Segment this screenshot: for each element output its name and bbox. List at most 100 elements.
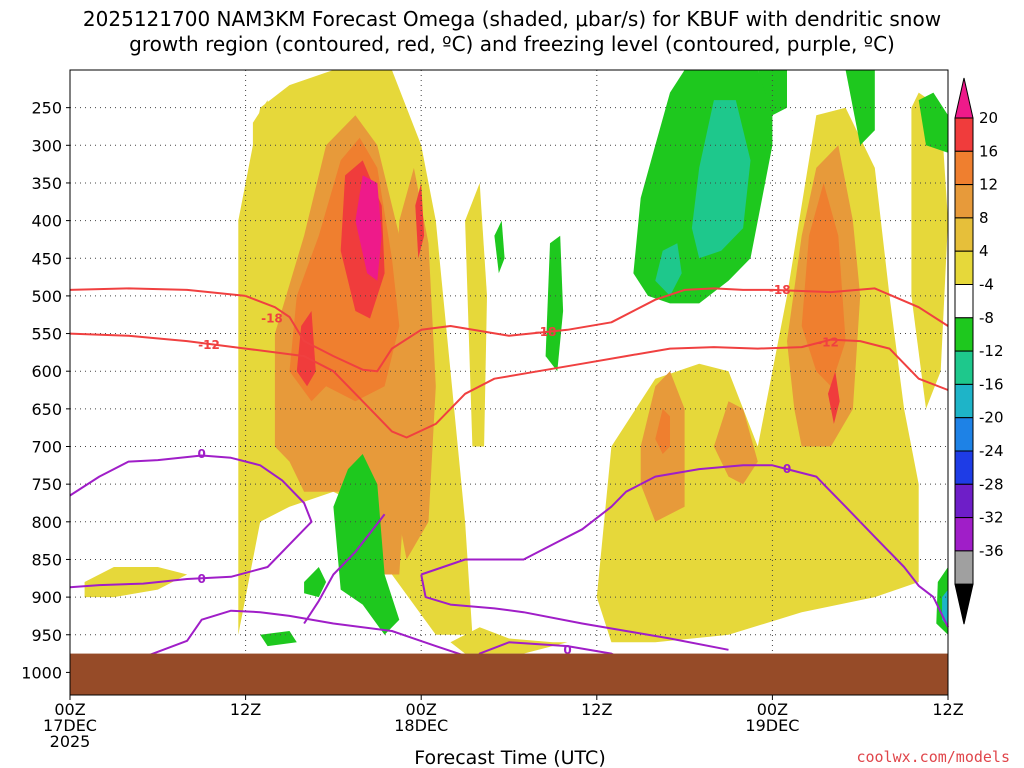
freezing-contour-label: 0: [563, 643, 571, 657]
omega-shade-region-5: [84, 567, 188, 598]
omega-shade-region-1: [252, 100, 272, 183]
colorbar-label: -28: [979, 475, 1004, 493]
colorbar-label: -4: [979, 276, 994, 294]
ground-surface: [70, 653, 948, 695]
y-tick-label-400: 400: [31, 212, 62, 231]
y-tick-label-250: 250: [31, 99, 62, 118]
colorbar-label: 12: [979, 176, 998, 194]
colorbar-bin-7: [954, 350, 974, 385]
x-tick-label-0: 00Z 17DEC 2025: [43, 700, 97, 751]
freezing-contour-4: [420, 574, 729, 651]
omega-shade-region-19: [355, 175, 382, 281]
freezing-contour-0: [69, 454, 313, 589]
x-tick-line: 12Z: [230, 700, 261, 719]
colorbar-bin-11: [954, 483, 974, 519]
omega-shade-region-18: [828, 371, 840, 424]
omega-shade-region-31: [655, 243, 682, 296]
omega-shade-region-25: [494, 220, 505, 274]
y-tick-label-850: 850: [31, 550, 62, 569]
y-tick-label-550: 550: [31, 325, 62, 344]
omega-shade-region-28: [260, 631, 297, 647]
y-tick-label-300: 300: [31, 136, 62, 155]
dgz-contour-label: -18: [261, 311, 283, 325]
omega-shade-region-13: [655, 408, 670, 454]
dgz-contour-1: [69, 332, 949, 439]
freezing-contour-label: 0: [198, 572, 206, 586]
x-tick-label-48: 00Z 19DEC: [745, 700, 799, 735]
colorbar-bin-12: [954, 517, 974, 552]
colorbar-bin-4: [954, 250, 974, 285]
plot-frame: [69, 69, 949, 696]
y-tick-label-600: 600: [31, 362, 62, 381]
chart-title-line-1: 2025121700 NAM3KM Forecast Omega (shaded…: [83, 7, 941, 31]
colorbar-label: 4: [979, 242, 989, 260]
colorbar-bin-6: [954, 317, 974, 352]
y-tick-label-1000: 1000: [21, 663, 62, 682]
omega-shade-region-6: [911, 92, 948, 409]
y-tick-label-950: 950: [31, 626, 62, 645]
y-tick-label-450: 450: [31, 249, 62, 268]
omega-shade-region-26: [333, 454, 400, 635]
colorbar-bin-1: [954, 150, 974, 186]
dgz-contour-label: -12: [817, 336, 839, 350]
freezing-contour-label: 0: [198, 447, 206, 461]
colorbar-bin-10: [954, 450, 974, 485]
colorbar-bin-3: [954, 217, 974, 252]
x-tick-line: 00Z: [54, 700, 85, 719]
x-tick-line: 17DEC: [43, 716, 97, 735]
colorbar-label: -8: [979, 309, 994, 327]
omega-shade-region-10: [713, 401, 758, 485]
freezing-contour-1: [142, 609, 627, 666]
freezing-contour-2: [420, 464, 949, 628]
omega-shade-region-17: [415, 183, 425, 259]
omega-shade-region-24: [545, 235, 564, 372]
dgz-contour-0: [69, 287, 949, 373]
y-tick-label-650: 650: [31, 400, 62, 419]
y-tick-label-800: 800: [31, 513, 62, 532]
x-tick-line: 18DEC: [394, 716, 448, 735]
chart-title-line-2: growth region (contoured, red, ºC) and f…: [129, 32, 895, 56]
omega-shade-region-2: [465, 183, 487, 447]
colorbar-bin-8: [954, 383, 974, 419]
y-tick-label-700: 700: [31, 438, 62, 457]
colorbar-bin-5: [954, 284, 974, 319]
colorbar-bin-13: [954, 550, 974, 585]
x-tick-label-60: 12Z: [932, 700, 963, 719]
omega-shade-region-4: [450, 627, 568, 654]
colorbar-label: -16: [979, 375, 1004, 393]
y-tick-label-900: 900: [31, 588, 62, 607]
colorbar-label: -12: [979, 342, 1004, 360]
y-tick-label-750: 750: [31, 475, 62, 494]
x-tick-line: 12Z: [581, 700, 612, 719]
x-tick-line: 12Z: [932, 700, 963, 719]
colorbar-bin-9: [954, 417, 974, 452]
x-tick-line: 00Z: [757, 700, 788, 719]
colorbar-label: 20: [979, 109, 998, 127]
colorbar-bin-0: [954, 117, 974, 152]
x-tick-line: 19DEC: [745, 716, 799, 735]
freezing-contour-3: [303, 513, 386, 625]
dgz-contour-label: -18: [535, 325, 557, 339]
x-tick-label-36: 12Z: [581, 700, 612, 719]
colorbar-legend: 20 16 12 8 4 -4 -8 -12 -16 -20 -24 -28 -32 -36: [954, 77, 1004, 625]
x-tick-line: 2025: [50, 732, 91, 751]
colorbar-label: -24: [979, 442, 1004, 460]
colorbar-label: 8: [979, 209, 989, 227]
omega-shade-region-15: [296, 311, 316, 387]
x-tick-line: 00Z: [406, 700, 437, 719]
dgz-contour-label: -12: [198, 338, 220, 352]
omega-shading-layer: [84, 70, 948, 654]
omega-shade-region-30: [691, 100, 751, 259]
colorbar-label: -36: [979, 542, 1004, 560]
dgz-contour-label: -18: [769, 283, 791, 297]
y-tick-label-350: 350: [31, 174, 62, 193]
omega-shade-region-21: [757, 70, 787, 116]
colorbar-label: -32: [979, 509, 1004, 527]
colorbar-over-arrow: [954, 77, 974, 119]
plot-area: -18-18-18-12-1200000: [69, 69, 949, 696]
credit-text: coolwx.com/models: [856, 748, 1010, 766]
x-tick-label-12: 12Z: [230, 700, 261, 719]
x-tick-label-24: 00Z 18DEC: [394, 700, 448, 735]
